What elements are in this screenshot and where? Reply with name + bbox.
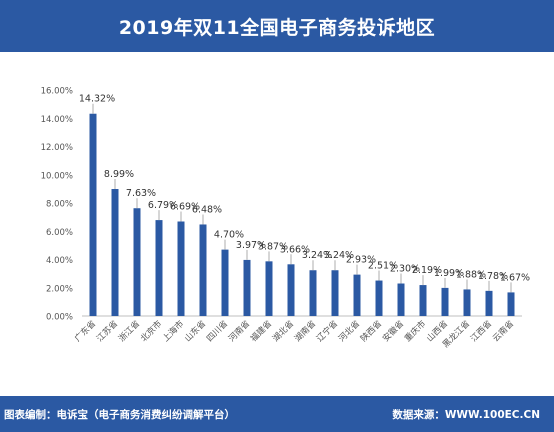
bar (375, 280, 383, 316)
bar (287, 264, 295, 316)
data-label: 3.87% (258, 241, 288, 252)
bar (111, 189, 119, 316)
data-label: 1.67% (500, 272, 530, 283)
data-label: 3.24% (324, 250, 354, 261)
footer-banner: 图表编制：电诉宝（电子商务消费纠纷调解平台） 数据来源：WWW.100EC.CN (0, 396, 554, 432)
bar (397, 283, 405, 316)
y-tick-label: 0.00% (46, 313, 73, 323)
data-label: 6.79% (148, 200, 178, 211)
bar (353, 274, 361, 316)
bar (419, 285, 427, 316)
bar-chart: 0.00% 2.00% 4.00% 6.00% 8.00% 10.00% 12.00% 14.… (41, 87, 531, 351)
y-tick-label: 8.00% (46, 200, 73, 210)
x-tick-label: 上海市 (160, 318, 186, 344)
data-label: 14.32% (79, 94, 115, 105)
data-label: 2.19% (412, 265, 442, 276)
x-tick-label: 湖北省 (270, 318, 296, 344)
bar (89, 113, 97, 316)
x-tick-label: 河南省 (226, 318, 252, 344)
footer-source: 数据来源：WWW.100EC.CN (392, 409, 540, 421)
y-tick-label: 2.00% (46, 284, 73, 294)
data-label: 7.63% (126, 188, 156, 199)
bar (507, 292, 515, 316)
x-tick-label: 云南省 (490, 318, 516, 344)
x-tick-label: 江西省 (468, 318, 494, 344)
bar (133, 208, 141, 316)
data-label: 3.66% (280, 244, 310, 255)
bar (221, 249, 229, 316)
data-label: 6.69% (170, 202, 200, 213)
data-label: 3.24% (302, 250, 332, 261)
x-tick-label: 河北省 (336, 318, 362, 344)
bar (243, 259, 251, 316)
bar (485, 290, 493, 316)
x-tick-label: 福建省 (248, 318, 274, 344)
bar (265, 261, 273, 316)
data-label: 2.51% (368, 261, 398, 272)
data-label: 1.88% (456, 269, 486, 280)
y-tick-label: 12.00% (41, 143, 73, 153)
data-label: 2.93% (346, 255, 376, 266)
bar (441, 287, 449, 316)
chart-title: 2019年双11全国电子商务投诉地区 (118, 16, 436, 39)
x-tick-label: 山东省 (182, 318, 208, 344)
y-tick-label: 14.00% (41, 115, 73, 125)
x-tick-label: 湖南省 (292, 318, 318, 344)
y-tick-label: 4.00% (46, 256, 73, 266)
bar (199, 224, 207, 316)
bar (155, 220, 163, 316)
y-tick-label: 16.00% (41, 87, 73, 97)
x-tick-label: 重庆市 (402, 318, 428, 344)
x-tick-label: 陕西省 (358, 318, 384, 344)
y-tick-label: 6.00% (46, 228, 73, 238)
x-tick-label: 广东省 (72, 318, 98, 344)
data-label: 6.48% (192, 204, 222, 215)
bar (309, 270, 317, 316)
chart-title-banner: 2019年双11全国电子商务投诉地区 (0, 0, 554, 52)
x-tick-label: 北京市 (138, 318, 164, 344)
y-tick-label: 10.00% (41, 171, 73, 181)
bar (463, 289, 471, 316)
data-label: 4.70% (214, 230, 244, 241)
x-tick-label: 辽宁省 (314, 318, 340, 344)
x-tick-label: 安徽省 (380, 318, 406, 344)
data-label: 1.99% (434, 268, 464, 279)
x-tick-label: 江苏省 (94, 318, 120, 344)
x-tick-label: 四川省 (204, 318, 230, 344)
data-label: 2.30% (390, 264, 420, 275)
data-label: 1.78% (478, 271, 508, 282)
x-tick-label: 浙江省 (116, 318, 142, 344)
footer-compiler: 图表编制：电诉宝（电子商务消费纠纷调解平台） (4, 409, 235, 421)
bar (331, 270, 339, 316)
data-label: 8.99% (104, 169, 134, 180)
bar (177, 221, 185, 316)
data-label: 3.97% (236, 240, 266, 251)
